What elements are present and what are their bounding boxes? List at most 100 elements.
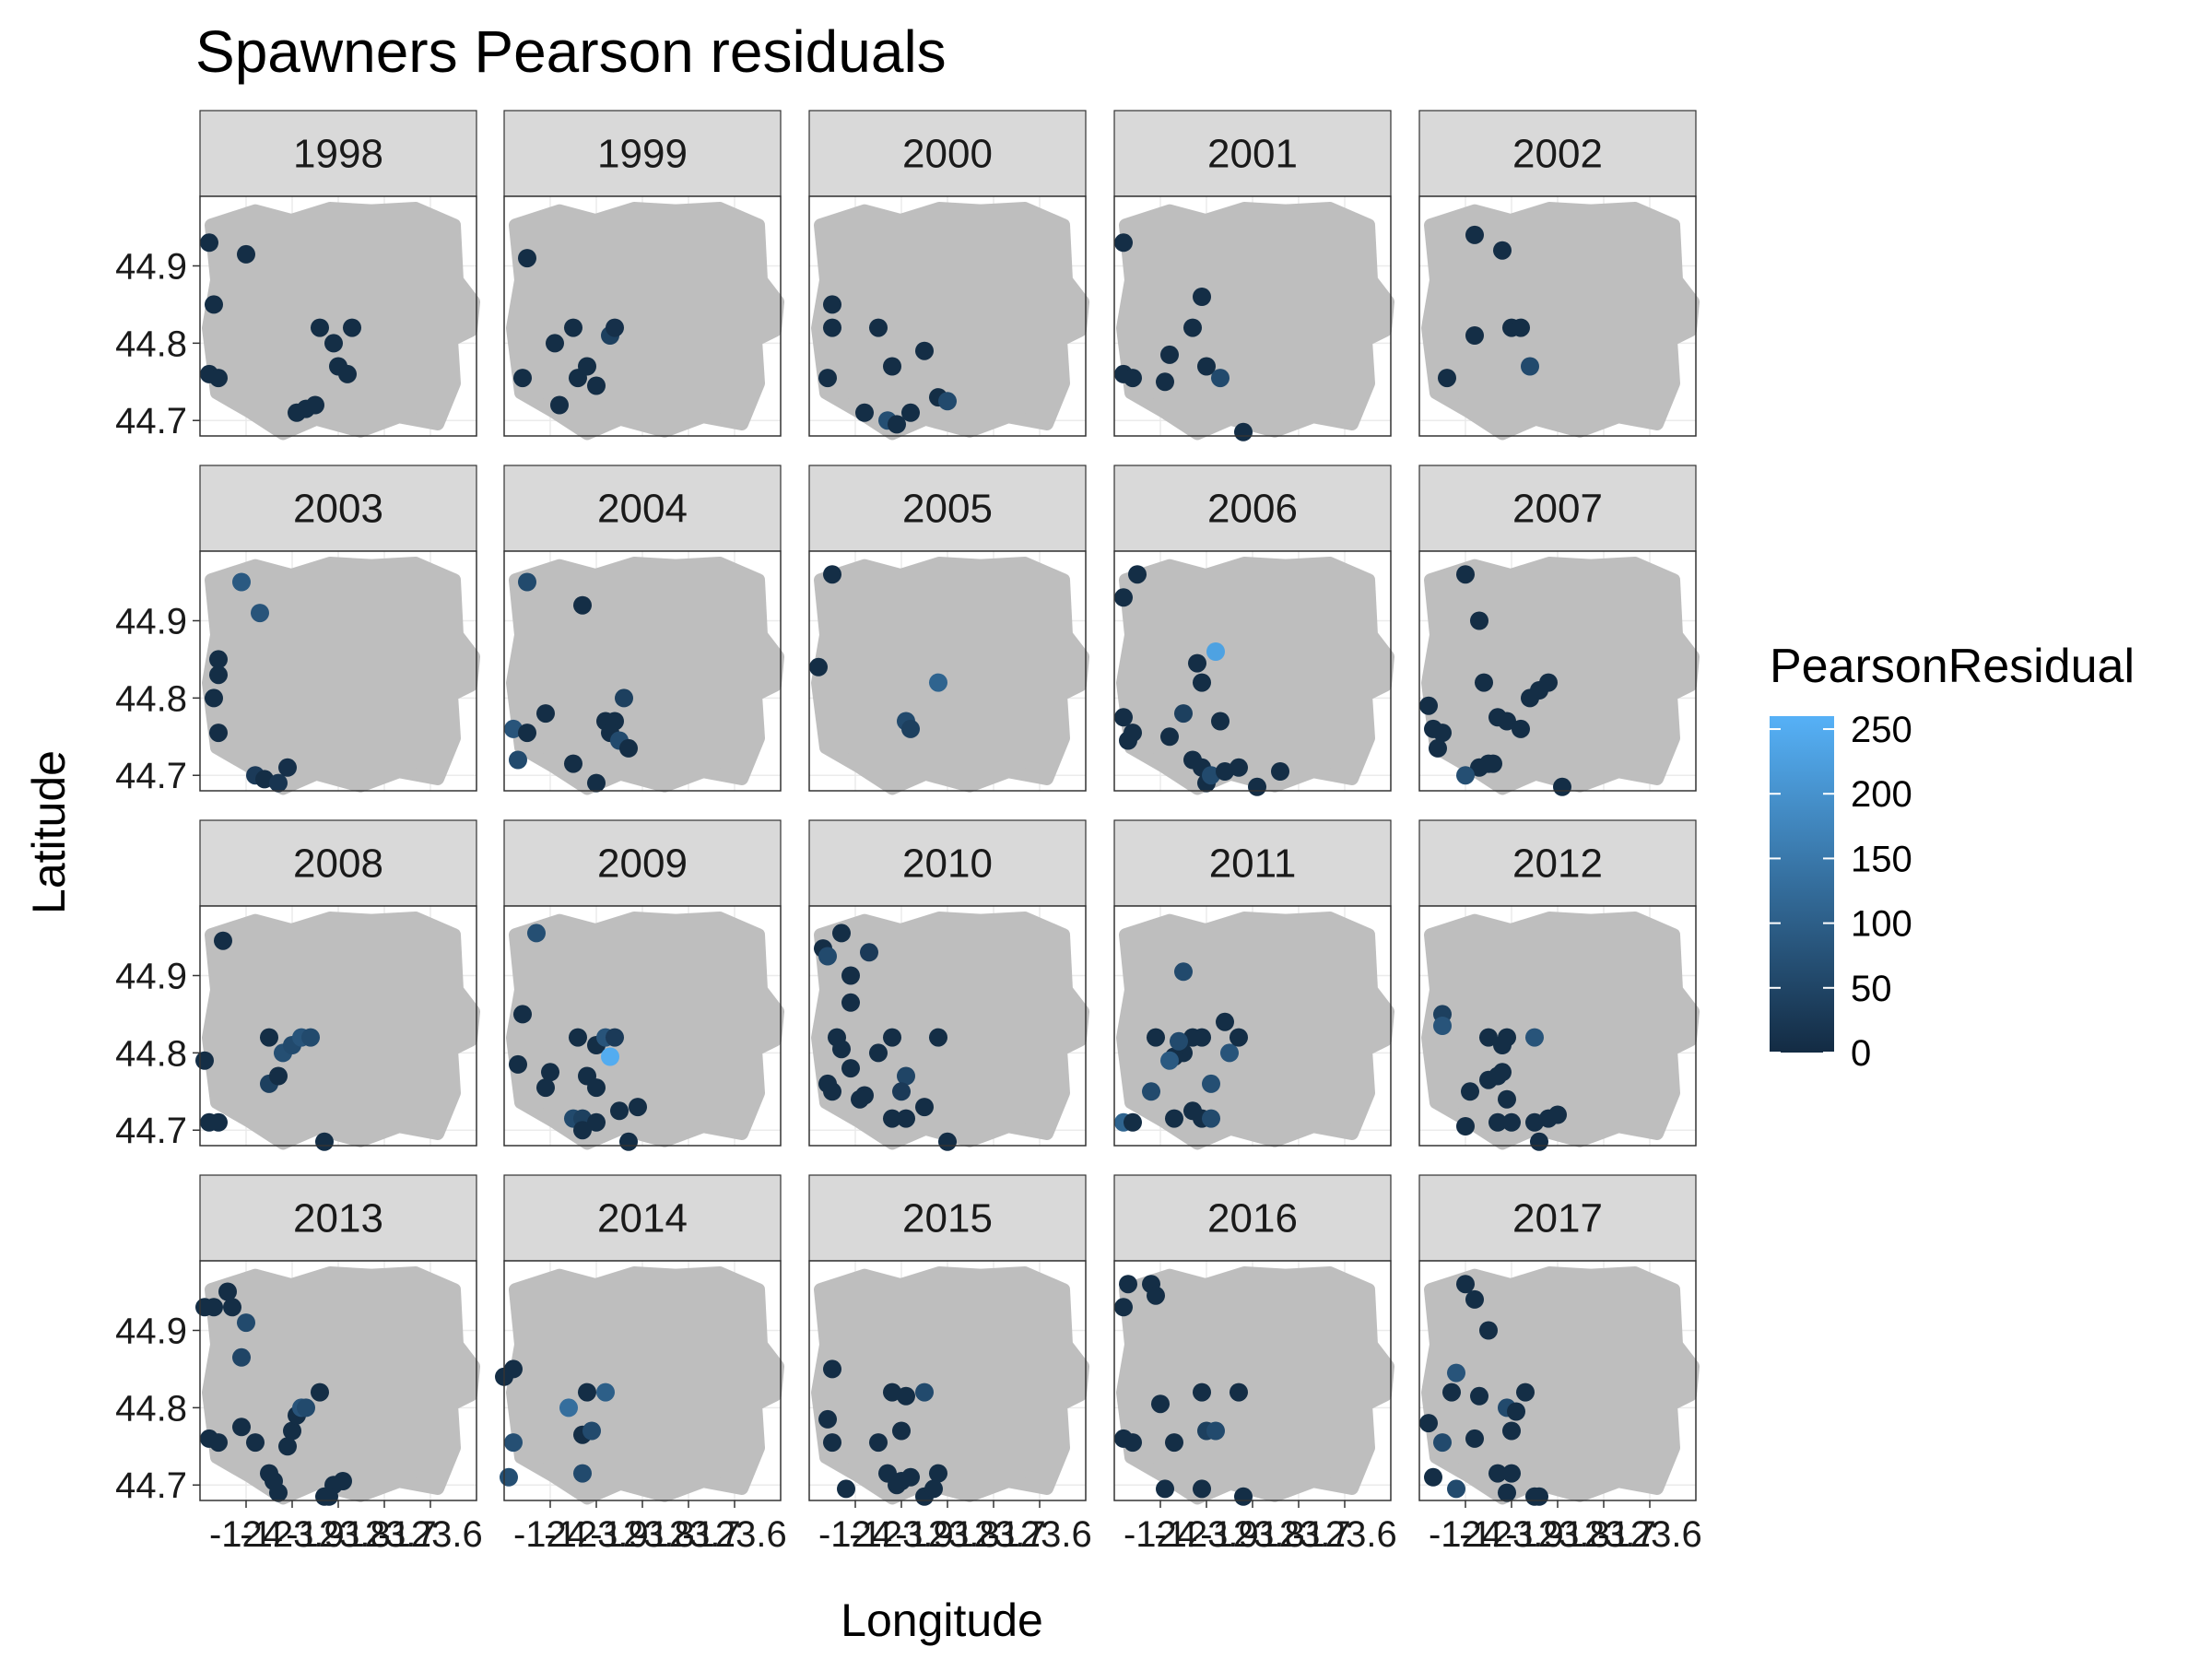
data-point <box>315 1132 334 1151</box>
data-point <box>587 1112 606 1132</box>
data-point <box>1230 758 1248 777</box>
facet-strip-label: 2006 <box>1207 487 1298 532</box>
facet-strip-label: 2014 <box>597 1196 688 1241</box>
basin-area <box>202 557 480 795</box>
chart-title: Spawners Pearson residuals <box>195 18 947 85</box>
data-point <box>823 1082 841 1101</box>
legend-tick-label: 250 <box>1851 710 1912 750</box>
data-point <box>897 1386 915 1406</box>
basin-area <box>1421 202 1700 441</box>
data-point <box>823 318 841 337</box>
data-point <box>1216 1012 1234 1031</box>
y-tick-label: 44.8 <box>115 678 187 719</box>
data-point <box>1498 712 1516 731</box>
data-point <box>550 395 569 415</box>
facet-panel-2002: 2002 <box>1418 110 1700 441</box>
data-point <box>573 1464 592 1483</box>
data-point <box>306 395 324 415</box>
basin-area <box>1116 557 1394 795</box>
data-point <box>1498 1483 1516 1502</box>
data-point <box>1197 357 1216 376</box>
facet-strip-label: 2005 <box>902 487 993 532</box>
x-tick-label: -123.8 <box>590 1514 694 1555</box>
data-point <box>209 650 228 669</box>
facet-strip <box>503 465 782 552</box>
facet-strip <box>1418 819 1697 907</box>
data-point <box>311 1382 329 1402</box>
panel-border <box>503 550 782 792</box>
data-point <box>1438 369 1456 388</box>
legend-tick-label: 50 <box>1851 969 1892 1009</box>
data-point <box>559 1398 578 1418</box>
data-point <box>818 947 837 966</box>
data-point <box>564 318 582 337</box>
data-point <box>1507 1402 1525 1421</box>
panel-border <box>808 550 1087 792</box>
data-point <box>1502 1421 1521 1441</box>
data-point <box>209 1112 228 1132</box>
data-point <box>1248 777 1266 796</box>
data-point <box>1512 719 1530 738</box>
facet-strip-label: 1998 <box>293 132 383 177</box>
data-point <box>1114 588 1133 607</box>
data-point <box>1174 962 1193 982</box>
data-point <box>1433 724 1452 743</box>
facet-strip <box>808 110 1087 197</box>
data-point <box>260 1028 278 1047</box>
panel-border <box>199 550 477 792</box>
x-tick-label: -123.8 <box>1200 1514 1304 1555</box>
data-point <box>269 1483 288 1502</box>
data-point <box>1156 1479 1174 1499</box>
data-point <box>324 334 343 353</box>
data-point <box>1465 1289 1484 1309</box>
data-point <box>504 1433 523 1453</box>
data-point <box>1479 1321 1498 1340</box>
facet-panel-2005: 2005 <box>808 465 1089 795</box>
x-tick-label: -123.7 <box>636 1514 740 1555</box>
facet-strip-label: 1999 <box>597 132 688 177</box>
data-point <box>573 595 592 615</box>
data-point <box>1124 369 1142 388</box>
facet-strip <box>808 465 1087 552</box>
data-point <box>251 604 269 623</box>
data-point <box>1216 762 1234 781</box>
panel-border <box>808 905 1087 1147</box>
data-point <box>578 1382 596 1402</box>
facet-panel-2000: 2000 <box>808 110 1089 441</box>
data-point <box>883 1109 901 1128</box>
y-tick-label: 44.9 <box>115 956 187 996</box>
data-point <box>195 1051 214 1070</box>
basin-area <box>1116 202 1394 441</box>
data-point <box>818 1409 837 1429</box>
data-point <box>596 1382 615 1402</box>
facet-panel-2006: 2006 <box>1113 465 1394 796</box>
data-point <box>1530 1487 1548 1506</box>
panel-border <box>1418 905 1697 1147</box>
data-point <box>1465 225 1484 244</box>
panel-border <box>1113 550 1392 792</box>
data-point <box>615 688 633 708</box>
data-point <box>301 1028 320 1047</box>
facet-panel-2003: 2003 44.7 44.8 44.9 <box>115 465 480 796</box>
facet-strip-label: 2001 <box>1207 132 1298 177</box>
data-point <box>1419 696 1438 715</box>
data-point <box>205 1298 223 1317</box>
facet-strip <box>199 1174 477 1262</box>
basin-area <box>1116 912 1394 1150</box>
data-point <box>1488 1464 1507 1483</box>
panel-border <box>199 195 477 437</box>
data-point <box>223 1298 241 1317</box>
data-point <box>338 364 357 383</box>
data-point <box>841 1059 860 1078</box>
data-point <box>929 1464 947 1483</box>
y-tick-label: 44.9 <box>115 1311 187 1351</box>
data-point <box>269 773 288 793</box>
legend-colorbar <box>1770 716 1834 1053</box>
x-tick-label: -123.9 <box>1459 1514 1563 1555</box>
data-point <box>1124 724 1142 743</box>
data-point <box>1271 762 1289 781</box>
data-point <box>619 738 638 758</box>
x-tick-label: -123.8 <box>1505 1514 1609 1555</box>
facet-panels: 1998 44.7 44.8 44.9 1999 2000 2001 2002 2003 44.7… <box>115 110 1702 1555</box>
x-tick-label: -123.8 <box>895 1514 999 1555</box>
